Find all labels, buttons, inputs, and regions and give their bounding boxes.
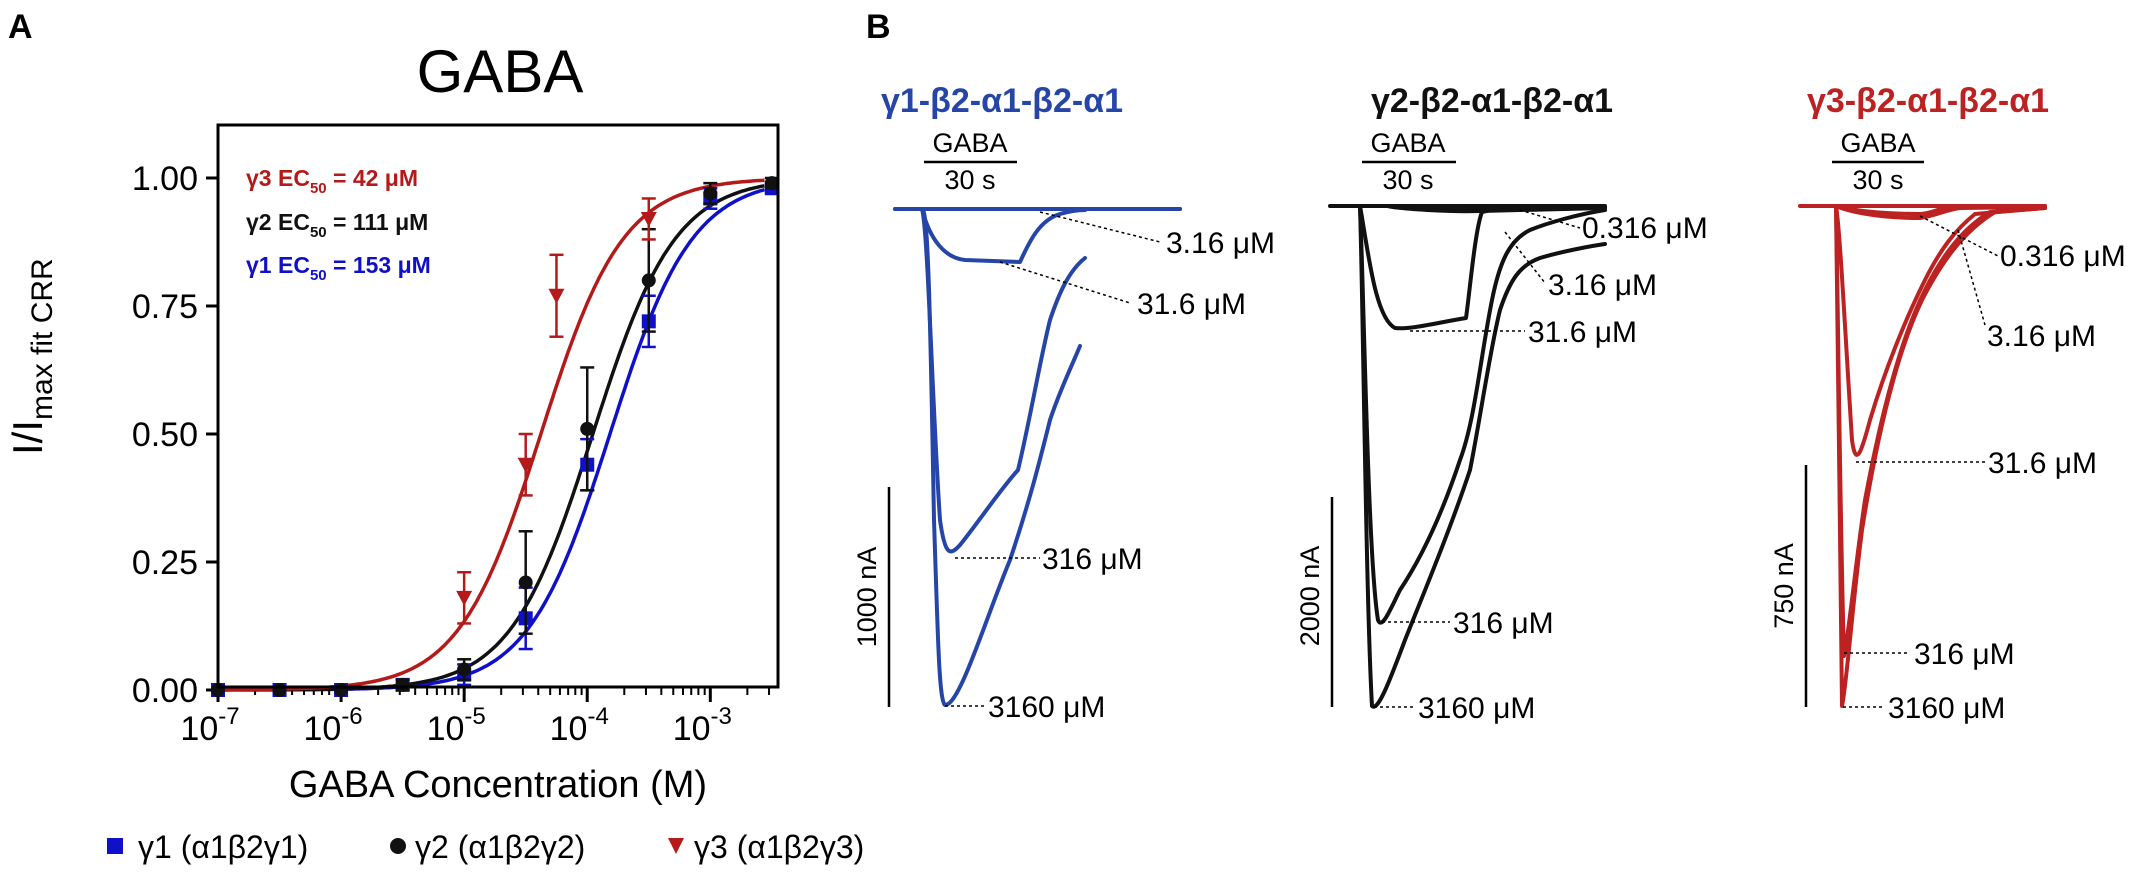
leader-g2-0p316uM — [1519, 209, 1581, 229]
current-scale-label-g2: 2000 nA — [1295, 546, 1325, 647]
data-point-g2 — [457, 662, 472, 677]
trace-g1-316uM — [920, 207, 1087, 554]
stim-label-g1: GABA — [932, 128, 1007, 158]
y-tick-label: 0.75 — [132, 288, 198, 326]
leader-group-g3 — [1843, 215, 1999, 708]
x-tick-group: 10-7 10-6 10-5 10-4 10-3 — [180, 687, 771, 748]
conc-label-g3-3160uM: 3160 μM — [1888, 692, 2005, 725]
data-point-g2 — [395, 677, 410, 692]
x-tick-label: 10-5 — [427, 703, 486, 748]
stim-label-g2: GABA — [1370, 128, 1445, 158]
leader-group-g1 — [945, 211, 1161, 707]
y-tick-label: 1.00 — [132, 160, 198, 198]
conc-label-g1-3p16uM: 3.16 μM — [1166, 227, 1275, 260]
leader-g3-3p16uM — [1957, 229, 1986, 326]
leader-g2-3p16uM — [1504, 231, 1546, 284]
trace-g2-316uM — [1358, 204, 1607, 625]
trace-g2-3160uM — [1358, 204, 1607, 709]
conc-label-g3-3p16uM: 3.16 μM — [1987, 320, 2096, 353]
conc-label-g2-3160uM: 3160 μM — [1418, 692, 1535, 725]
trace-group-g3 — [1798, 204, 2047, 708]
stim-label-g3: GABA — [1840, 128, 1915, 158]
ec50-annotation-g3: γ3 EC50 = 42 μM — [246, 165, 418, 197]
trace-group-g2 — [1328, 204, 1607, 709]
data-point-g2 — [764, 176, 779, 191]
legend-marker-g2 — [390, 838, 406, 854]
trace-title-g2: γ2-β2-α1-β2-α1 — [1371, 82, 1613, 120]
leader-g1-31p6uM — [999, 261, 1131, 304]
x-tick-label: 10-6 — [303, 703, 362, 748]
trace-g1-31p6uM — [920, 207, 1087, 264]
time-scale-g1: 30 s — [944, 165, 995, 195]
data-point-g3 — [548, 288, 565, 304]
conc-label-g2-31p6uM: 31.6 μM — [1528, 316, 1637, 349]
trace-g3-3p16uM — [1834, 204, 2047, 220]
ec50-annotation-g2: γ2 EC50 = 111 μM — [246, 209, 428, 241]
current-scale-label-g1: 1000 nA — [852, 547, 882, 648]
y-tick-label: 0.00 — [132, 672, 198, 710]
conc-label-g1-3160uM: 3160 μM — [988, 691, 1105, 724]
trace-panel-g1: γ1-β2-α1-β2-α1 GABA 30 s 1000 nA 3.16 μM… — [852, 82, 1275, 724]
data-point-g2 — [272, 683, 287, 697]
conc-label-g3-316uM: 316 μM — [1914, 638, 2015, 671]
y-axis-label: I/Imax fit CRR — [4, 258, 59, 455]
legend-label-g1: γ1 (α1β2γ1) — [138, 829, 308, 865]
data-point-g2 — [518, 575, 533, 590]
conc-label-g3-0p316uM: 0.316 μM — [2000, 240, 2126, 273]
ec50-annotation-g1: γ1 EC50 = 153 μM — [246, 252, 431, 284]
trace-group-g1 — [893, 207, 1182, 707]
legend-marker-g1 — [107, 838, 123, 854]
panel-b-letter: B — [866, 8, 891, 46]
x-axis-label: GABA Concentration (M) — [289, 764, 707, 806]
data-point-g2 — [703, 186, 718, 201]
conc-label-g2-316uM: 316 μM — [1453, 607, 1554, 640]
data-point-g3 — [517, 457, 534, 473]
conc-label-g1-316uM: 316 μM — [1042, 543, 1143, 576]
x-tick-label: 10-4 — [550, 703, 609, 748]
y-axis-label-sub: max fit CRR — [26, 258, 59, 420]
chart-a-title: GABA — [417, 38, 584, 105]
y-axis-label-main: I/I — [4, 420, 51, 455]
trace-g2-31p6uM — [1358, 204, 1502, 331]
trace-g3-3160uM — [1834, 204, 2047, 708]
data-point-g2 — [641, 273, 656, 288]
legend-label-g2: γ2 (α1β2γ2) — [415, 829, 585, 865]
legend-label-g3: γ3 (α1β2γ3) — [694, 829, 864, 865]
x-tick-label: 10-3 — [673, 703, 732, 748]
panel-a-letter: A — [8, 8, 33, 46]
data-point-g2 — [334, 683, 349, 697]
conc-label-g3-31p6uM: 31.6 μM — [1988, 447, 2097, 480]
legend-marker-g3 — [668, 838, 684, 854]
y-tick-label: 0.50 — [132, 416, 198, 454]
trace-title-g1: γ1-β2-α1-β2-α1 — [881, 82, 1123, 120]
x-tick-label: 10-7 — [180, 703, 239, 748]
plot-frame — [216, 123, 780, 689]
leader-group-g2 — [1374, 209, 1581, 708]
data-point-g2 — [580, 421, 595, 436]
time-scale-g2: 30 s — [1382, 165, 1433, 195]
trace-g3-31p6uM — [1834, 204, 2047, 457]
leader-g1-3p16uM — [1039, 211, 1161, 243]
conc-label-g2-3p16uM: 3.16 μM — [1548, 269, 1657, 302]
data-point-g3 — [640, 211, 657, 227]
trace-g2-3p16uM — [1386, 204, 1607, 214]
data-point-g3 — [456, 590, 473, 606]
conc-label-g2-0p316uM: 0.316 μM — [1582, 212, 1708, 245]
trace-panel-g3: γ3-β2-α1-β2-α1 GABA 30 s 750 nA 0.316 μM… — [1769, 82, 2126, 725]
current-scale-label-g3: 750 nA — [1769, 543, 1799, 629]
y-tick-group: 0.00 0.25 0.50 0.75 1.00 — [132, 160, 218, 710]
trace-g1-3160uM — [893, 207, 1082, 707]
legend: γ1 (α1β2γ1) γ2 (α1β2γ2) γ3 (α1β2γ3) — [107, 829, 864, 865]
trace-panel-g2: γ2-β2-α1-β2-α1 GABA 30 s 2000 nA 0.316 μ… — [1295, 82, 1708, 725]
trace-title-g3: γ3-β2-α1-β2-α1 — [1807, 82, 2049, 120]
time-scale-g3: 30 s — [1852, 165, 1903, 195]
y-tick-label: 0.25 — [132, 544, 198, 582]
conc-label-g1-31p6uM: 31.6 μM — [1137, 288, 1246, 321]
